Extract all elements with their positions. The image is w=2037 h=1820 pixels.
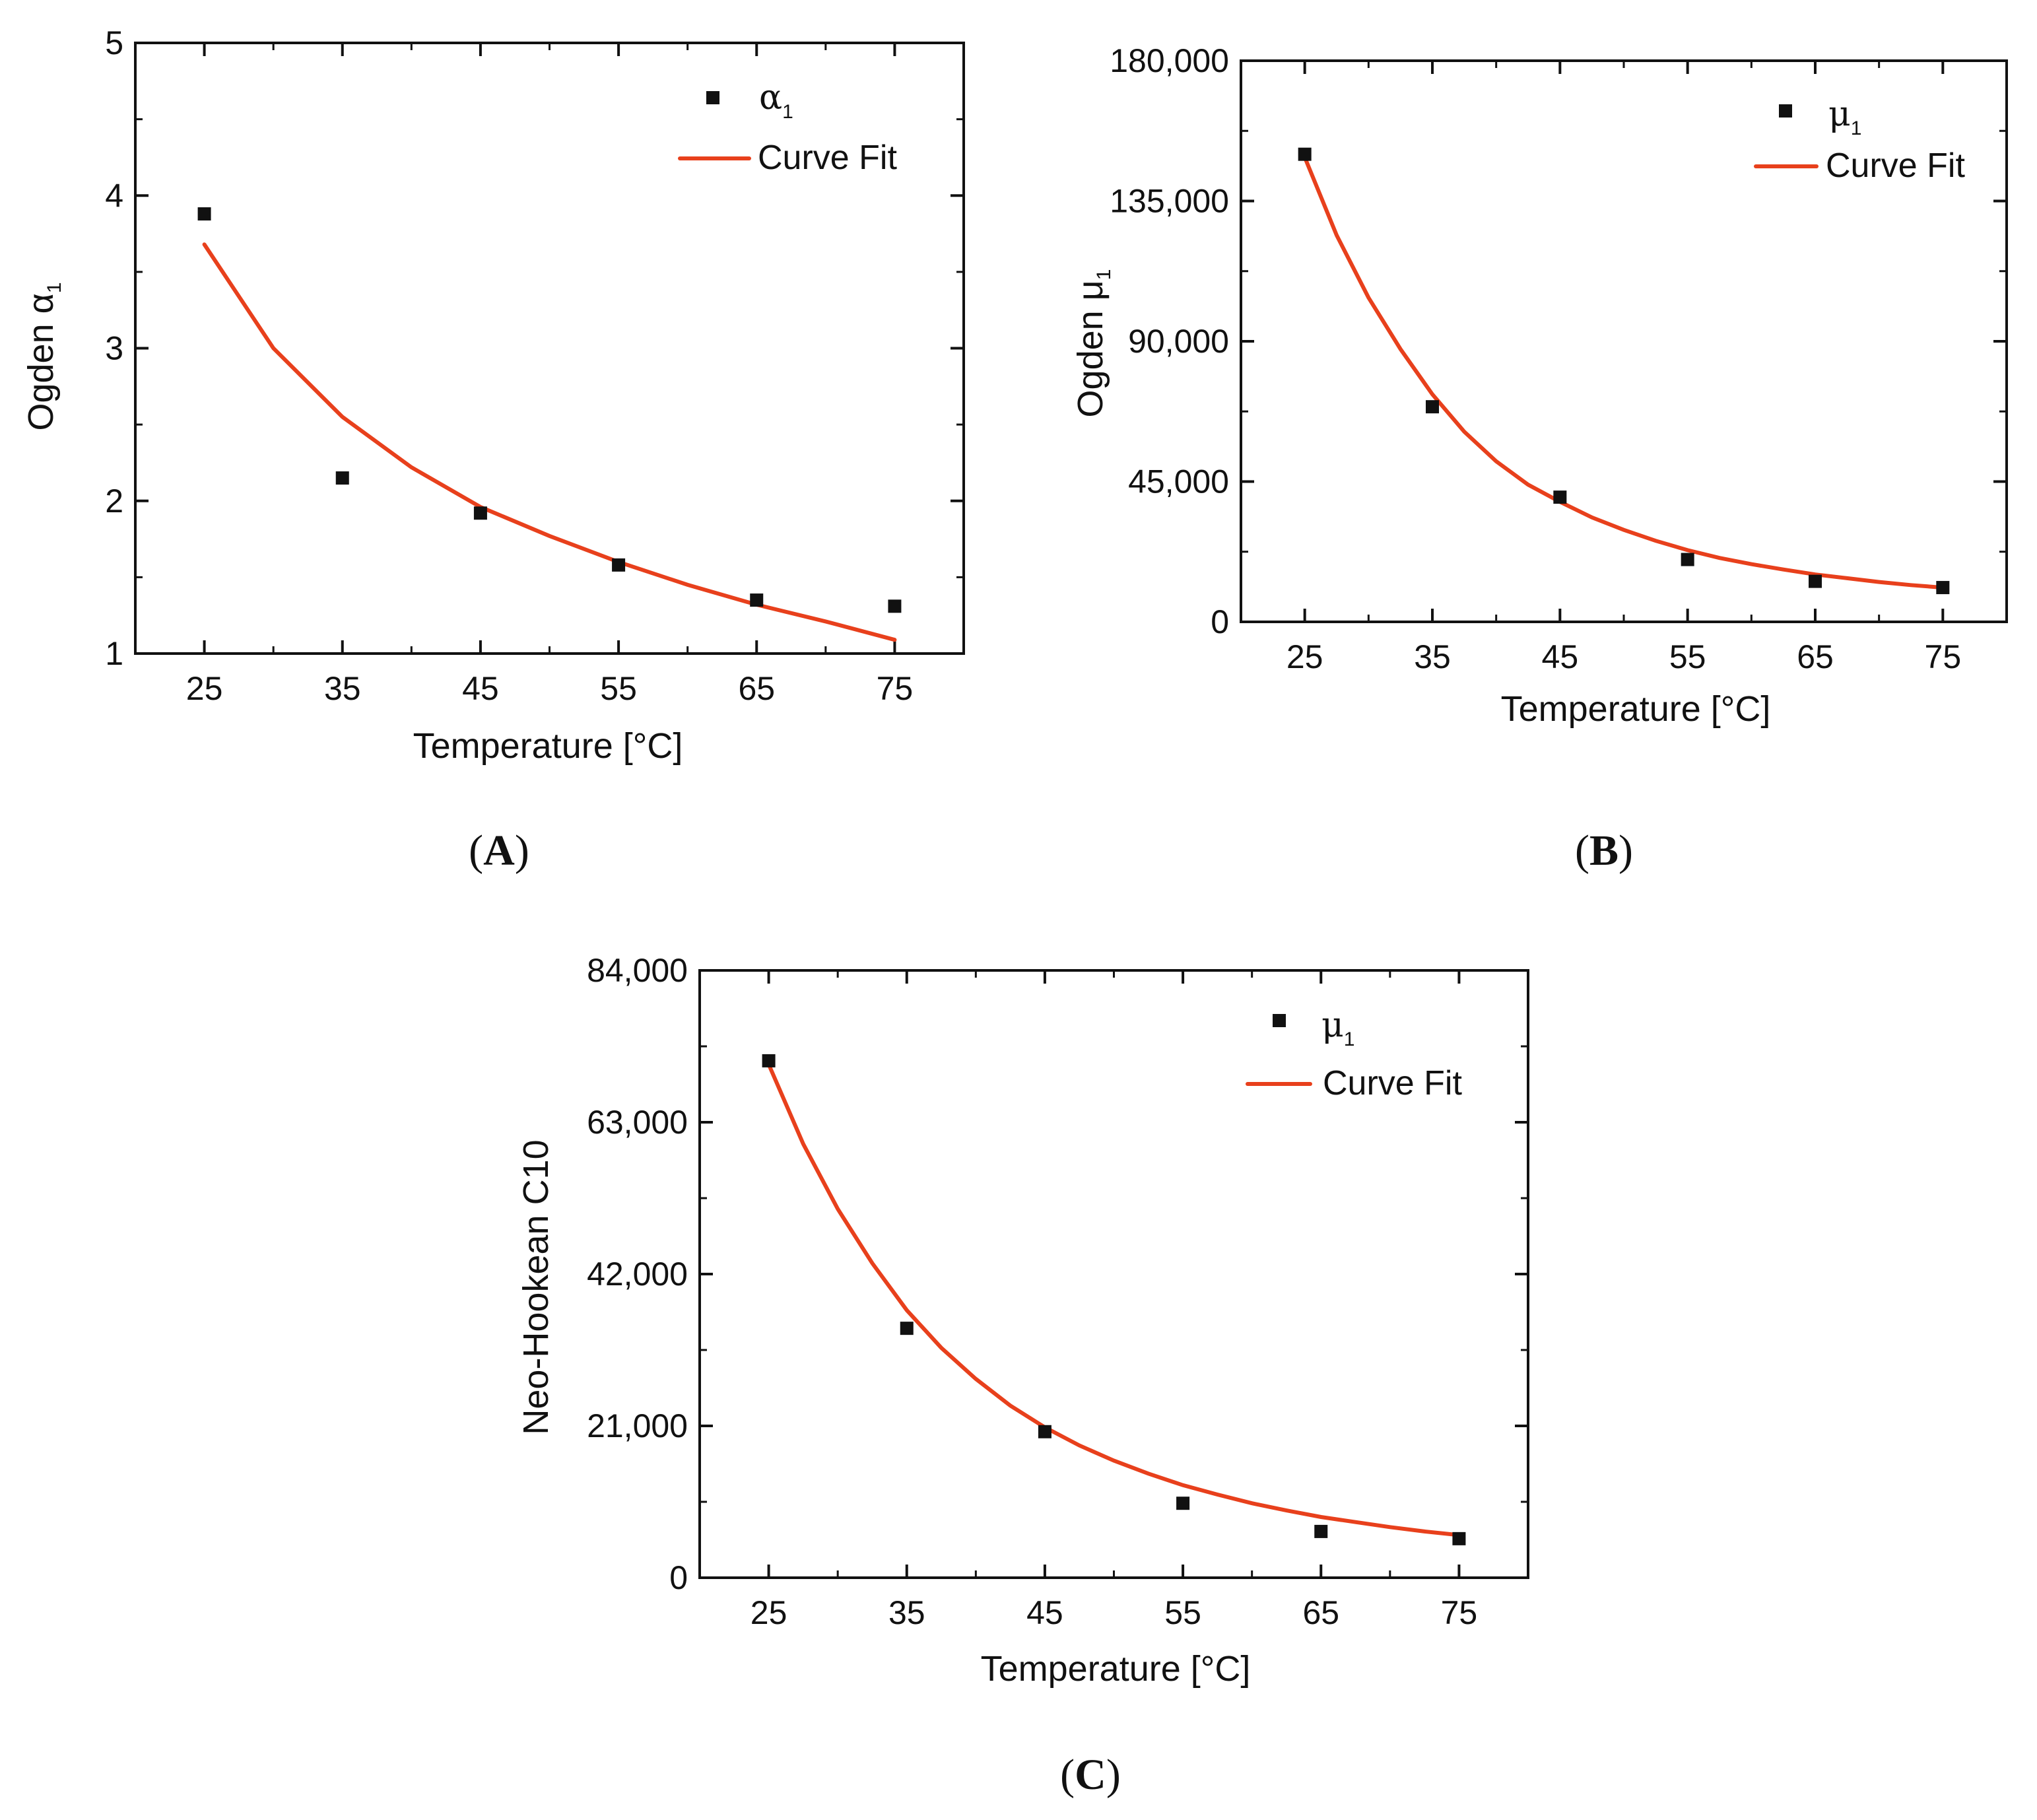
chart-a-xtick-label: 35 xyxy=(324,670,361,707)
chart-a-data-point xyxy=(750,593,764,607)
chart-c-ytick-label: 0 xyxy=(669,1559,688,1596)
chart-b-legend: μ1 Curve Fit xyxy=(1754,94,1965,185)
chart-c-ytick-label: 42,000 xyxy=(587,1256,688,1293)
chart-b-xtick-label: 75 xyxy=(1925,638,1962,675)
chart-a-data-point xyxy=(888,599,902,613)
legend-a-points-label: α1 xyxy=(759,78,793,123)
chart-a-ytick-label: 5 xyxy=(105,24,123,61)
chart-c-xlabel: Temperature [°C] xyxy=(981,1649,1251,1689)
chart-c-ytick-label: 21,000 xyxy=(587,1407,688,1444)
chart-a-xtick-label: 65 xyxy=(738,670,775,707)
chart-c-data-point xyxy=(1176,1497,1190,1510)
chart-c-fit-line xyxy=(766,1062,1461,1537)
chart-b-ytick-label: 180,000 xyxy=(1110,42,1229,79)
panel-c: 25 35 45 55 65 75 0 21,000 42,000 63,000 84,000 Te… xyxy=(516,952,1529,1799)
legend-a-marker xyxy=(706,91,719,104)
chart-a-xtick-label: 45 xyxy=(462,670,499,707)
chart-b-data-point xyxy=(1936,581,1950,595)
chart-c-xtick-label: 75 xyxy=(1441,1594,1478,1631)
chart-b-data-point xyxy=(1426,400,1439,414)
chart-c-xtick-label: 55 xyxy=(1164,1594,1201,1631)
chart-a-data-point xyxy=(335,471,349,485)
chart-a-data-point xyxy=(197,207,211,220)
chart-b-xlabel: Temperature [°C] xyxy=(1501,689,1771,729)
chart-c-data-point xyxy=(1314,1524,1328,1538)
chart-c-data-point xyxy=(900,1322,914,1335)
legend-c-points-label: μ1 xyxy=(1321,1005,1354,1050)
chart-b-xtick-label: 25 xyxy=(1286,638,1323,675)
panel-label-a: (A) xyxy=(469,826,529,875)
chart-a-ytick-label: 4 xyxy=(105,177,123,214)
chart-b-ytick-label: 0 xyxy=(1211,603,1229,640)
chart-b-ytick-label: 90,000 xyxy=(1128,323,1229,360)
chart-a-ytick-label: 2 xyxy=(105,483,123,520)
chart-b-data-point xyxy=(1809,574,1822,588)
panel-label-b: (B) xyxy=(1575,826,1633,875)
chart-a-ytick-label: 1 xyxy=(105,635,123,672)
chart-b-ytick-label: 135,000 xyxy=(1110,183,1229,220)
chart-a-frame xyxy=(134,42,965,655)
chart-c-data-point xyxy=(1452,1532,1466,1545)
chart-b-ylabel: Ogden μ1 xyxy=(1071,269,1115,418)
chart-c-ytick-label: 63,000 xyxy=(587,1104,688,1141)
chart-b-xtick-label: 65 xyxy=(1797,638,1834,675)
chart-c-xtick-label: 65 xyxy=(1302,1594,1339,1631)
chart-c-plot: 25 35 45 55 65 75 0 21,000 42,000 63,000 84,000 xyxy=(587,952,1529,1631)
chart-a-data-point xyxy=(612,558,626,572)
chart-a-xlabel: Temperature [°C] xyxy=(413,726,683,766)
chart-b-data-point xyxy=(1298,147,1312,161)
panel-label-c: (C) xyxy=(1060,1751,1121,1799)
legend-b-fit-label: Curve Fit xyxy=(1826,147,1965,185)
legend-b-points-label: μ1 xyxy=(1828,94,1861,139)
chart-a-xtick-label: 55 xyxy=(600,670,637,707)
chart-b-frame xyxy=(1240,59,2008,623)
chart-b-fit-line xyxy=(1302,155,1945,590)
chart-b-xtick-label: 35 xyxy=(1414,638,1451,675)
chart-c-frame xyxy=(698,969,1529,1579)
chart-c-data-point xyxy=(762,1054,776,1067)
chart-a-data-point xyxy=(473,506,487,520)
chart-a-ytick-label: 3 xyxy=(105,330,123,367)
chart-b-ytick-label: 45,000 xyxy=(1128,463,1229,500)
chart-c-ylabel: Neo-Hookean C10 xyxy=(516,1139,556,1434)
legend-c-marker xyxy=(1273,1014,1286,1027)
chart-b-data-point xyxy=(1681,553,1694,566)
chart-b-data-point xyxy=(1553,490,1567,504)
chart-a-ylabel: Ogden α1 xyxy=(21,282,65,430)
chart-b-xtick-label: 55 xyxy=(1669,638,1706,675)
legend-c-fit-label: Curve Fit xyxy=(1323,1064,1462,1102)
chart-a-xtick-label: 75 xyxy=(877,670,914,707)
chart-c-ytick-label: 84,000 xyxy=(587,952,688,989)
chart-a-legend: α1 Curve Fit xyxy=(678,78,897,177)
chart-c-xtick-label: 35 xyxy=(888,1594,925,1631)
chart-b-xtick-label: 45 xyxy=(1542,638,1579,675)
chart-a-xtick-label: 25 xyxy=(186,670,223,707)
chart-a-fit-line xyxy=(202,242,897,642)
chart-c-data-point xyxy=(1038,1425,1052,1438)
chart-b-plot: 25 35 45 55 65 75 0 45,000 90,000 135,000 180,000 xyxy=(1110,42,2008,675)
chart-c-legend: μ1 Curve Fit xyxy=(1246,1005,1462,1102)
panel-b: 25 35 45 55 65 75045,00090,000135,000180,000 … xyxy=(1071,42,2008,875)
legend-b-marker xyxy=(1779,104,1792,118)
legend-a-fit-label: Curve Fit xyxy=(758,139,897,177)
chart-c-xtick-label: 25 xyxy=(751,1594,787,1631)
chart-c-xtick-label: 45 xyxy=(1026,1594,1063,1631)
